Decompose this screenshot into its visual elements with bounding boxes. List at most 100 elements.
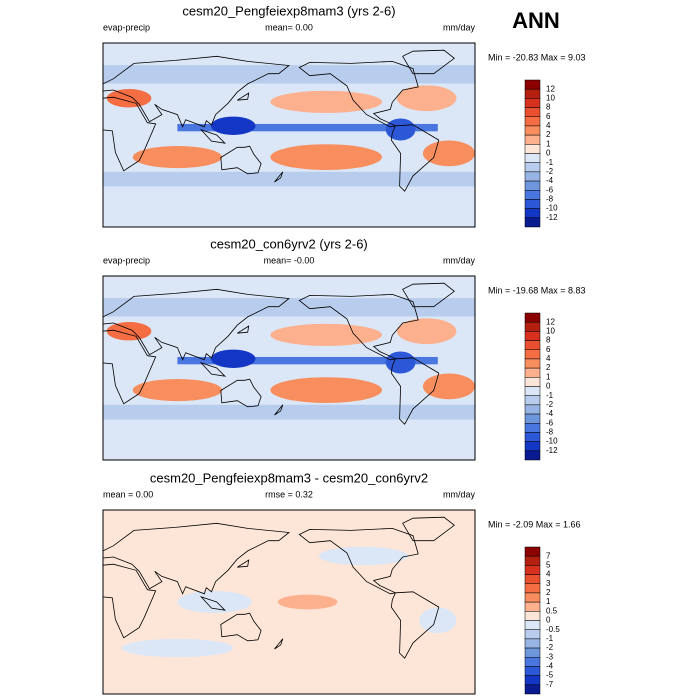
- colorbar-box: [524, 432, 541, 442]
- colorbar-box: [524, 377, 541, 387]
- colorbar-box: [524, 180, 541, 191]
- left-label: mean = 0.00: [103, 489, 153, 499]
- colorbar-box: [524, 217, 541, 228]
- field-patch: [385, 351, 416, 374]
- colorbar-label: -4: [546, 662, 554, 671]
- field-patch: [106, 322, 152, 341]
- colorbar-box: [524, 199, 541, 209]
- colorbar-box: [524, 423, 541, 433]
- field-patch: [419, 607, 457, 634]
- colorbar-box: [524, 125, 541, 136]
- colorbar-box: [524, 367, 541, 378]
- colorbar-box: [524, 190, 541, 200]
- colorbar-label: 1: [546, 139, 551, 148]
- colorbar-label: -6: [546, 185, 554, 194]
- colorbar-label: 12: [546, 84, 555, 93]
- left-label: evap-precip: [103, 22, 150, 32]
- colorbar-box: [524, 601, 541, 612]
- coastline: [102, 55, 291, 128]
- colorbar-label: -12: [546, 446, 558, 455]
- field-patch: [103, 171, 475, 187]
- center-label: mean= 0.00: [265, 22, 313, 32]
- season-title: ANN: [512, 8, 560, 33]
- colorbar-box: [524, 107, 541, 117]
- colorbar-label: 0: [546, 616, 551, 625]
- colorbar-label: -1: [546, 391, 554, 400]
- field-patch: [270, 323, 383, 346]
- colorbar-box: [524, 583, 541, 594]
- field-patch: [422, 140, 475, 167]
- field-patch: [103, 404, 475, 420]
- colorbar-box: [524, 134, 541, 145]
- colorbar-box: [524, 98, 541, 108]
- coastline: [298, 527, 419, 595]
- map: [102, 509, 476, 695]
- field-patch: [318, 546, 409, 566]
- left-label: evap-precip: [103, 255, 150, 265]
- field-patch: [177, 123, 438, 132]
- colorbar-box: [524, 657, 541, 667]
- colorbar-label: 4: [546, 570, 551, 579]
- colorbar-label: -4: [546, 409, 554, 418]
- colorbar-box: [524, 404, 541, 415]
- field-patch: [106, 89, 152, 108]
- field-patch: [396, 318, 457, 345]
- colorbar-label: 0: [546, 382, 551, 391]
- colorbar-label: 2: [546, 588, 551, 597]
- colorbar-box: [524, 441, 541, 452]
- colorbar-box: [524, 162, 541, 173]
- colorbar-box: [524, 450, 541, 461]
- colorbar-label: -10: [546, 437, 558, 446]
- colorbar-box: [524, 555, 541, 566]
- colorbar-label: -4: [546, 176, 554, 185]
- field-patch: [277, 594, 338, 610]
- colorbar-box: [524, 386, 541, 396]
- colorbar-box: [524, 208, 541, 219]
- panel-title: cesm20_Pengfeiexp8mam3 (yrs 2-6): [182, 3, 395, 18]
- units-label: mm/day: [443, 22, 476, 32]
- colorbar-label: -3: [546, 652, 554, 661]
- colorbar-box: [524, 79, 541, 90]
- colorbar-label: -2: [546, 400, 554, 409]
- colorbar-box: [524, 611, 541, 621]
- colorbar-label: 5: [546, 560, 551, 569]
- field-patch: [177, 356, 438, 365]
- colorbar-label: -0.5: [546, 625, 560, 634]
- colorbar-box: [524, 116, 541, 127]
- field-patch: [103, 65, 475, 84]
- field-patch: [103, 298, 475, 317]
- colorbar-box: [524, 144, 541, 154]
- map-frame: [102, 275, 476, 461]
- coastline: [199, 362, 227, 377]
- field-patch: [270, 90, 383, 113]
- coastline: [102, 329, 157, 405]
- min-max: Min = -19.68 Max = 8.83: [488, 285, 586, 295]
- field-patch: [177, 590, 252, 614]
- coastline: [220, 378, 262, 408]
- colorbar-label: 10: [546, 93, 555, 102]
- colorbar-label: 4: [546, 354, 551, 363]
- colorbar-label: -12: [546, 213, 558, 222]
- colorbar-label: 8: [546, 336, 551, 345]
- colorbar-box: [524, 321, 541, 332]
- colorbar-label: -7: [546, 680, 554, 689]
- colorbar-box: [524, 153, 541, 163]
- colorbar-label: 2: [546, 130, 551, 139]
- coastline: [298, 60, 419, 128]
- units-label: mm/day: [443, 489, 476, 499]
- coastline: [274, 171, 284, 183]
- colorbar-label: -2: [546, 167, 554, 176]
- colorbar-label: 4: [546, 121, 551, 130]
- colorbar-box: [524, 675, 541, 686]
- map: [102, 275, 476, 461]
- field-patch: [132, 146, 223, 169]
- panel-title: cesm20_Pengfeiexp8mam3 - cesm20_con6yrv2: [150, 470, 428, 485]
- coastline: [298, 293, 419, 361]
- field-patch: [396, 85, 457, 112]
- colorbar-box: [524, 638, 541, 649]
- colorbar-label: -6: [546, 418, 554, 427]
- center-label: rmse = 0.32: [265, 489, 313, 499]
- coastline: [199, 129, 227, 144]
- coastline: [102, 288, 291, 361]
- colorbar-label: 6: [546, 112, 551, 121]
